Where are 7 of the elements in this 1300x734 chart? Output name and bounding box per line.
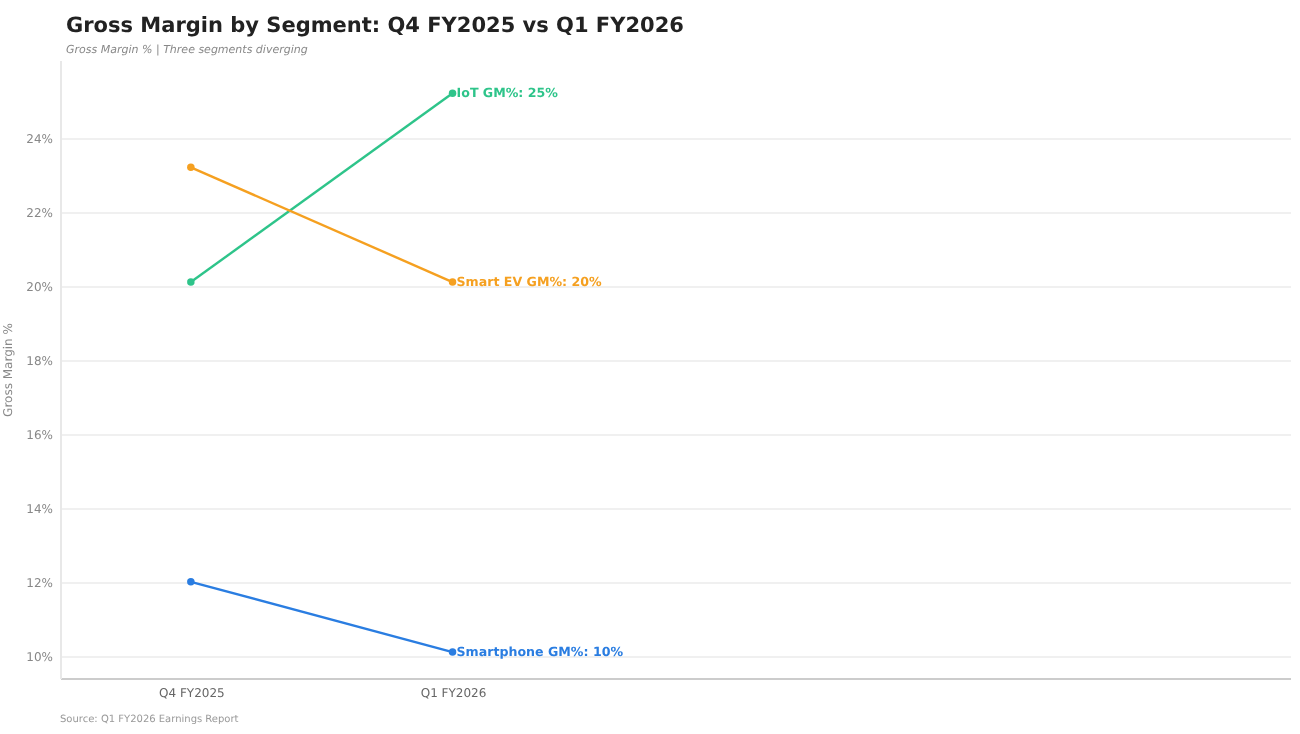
point [448,648,457,656]
point [187,278,195,286]
point [448,89,457,98]
point [187,578,195,586]
point [448,278,457,286]
chart-title: Gross Margin by Segment: Q4 FY2025 vs Q1 FY2026 [66,14,684,38]
point [187,163,195,172]
